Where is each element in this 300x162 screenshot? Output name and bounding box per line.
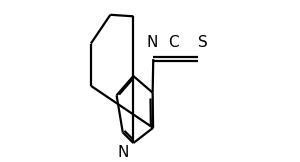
Text: N: N	[117, 145, 128, 160]
Text: S: S	[198, 35, 208, 50]
Text: C: C	[168, 35, 179, 50]
Text: N: N	[146, 35, 158, 50]
